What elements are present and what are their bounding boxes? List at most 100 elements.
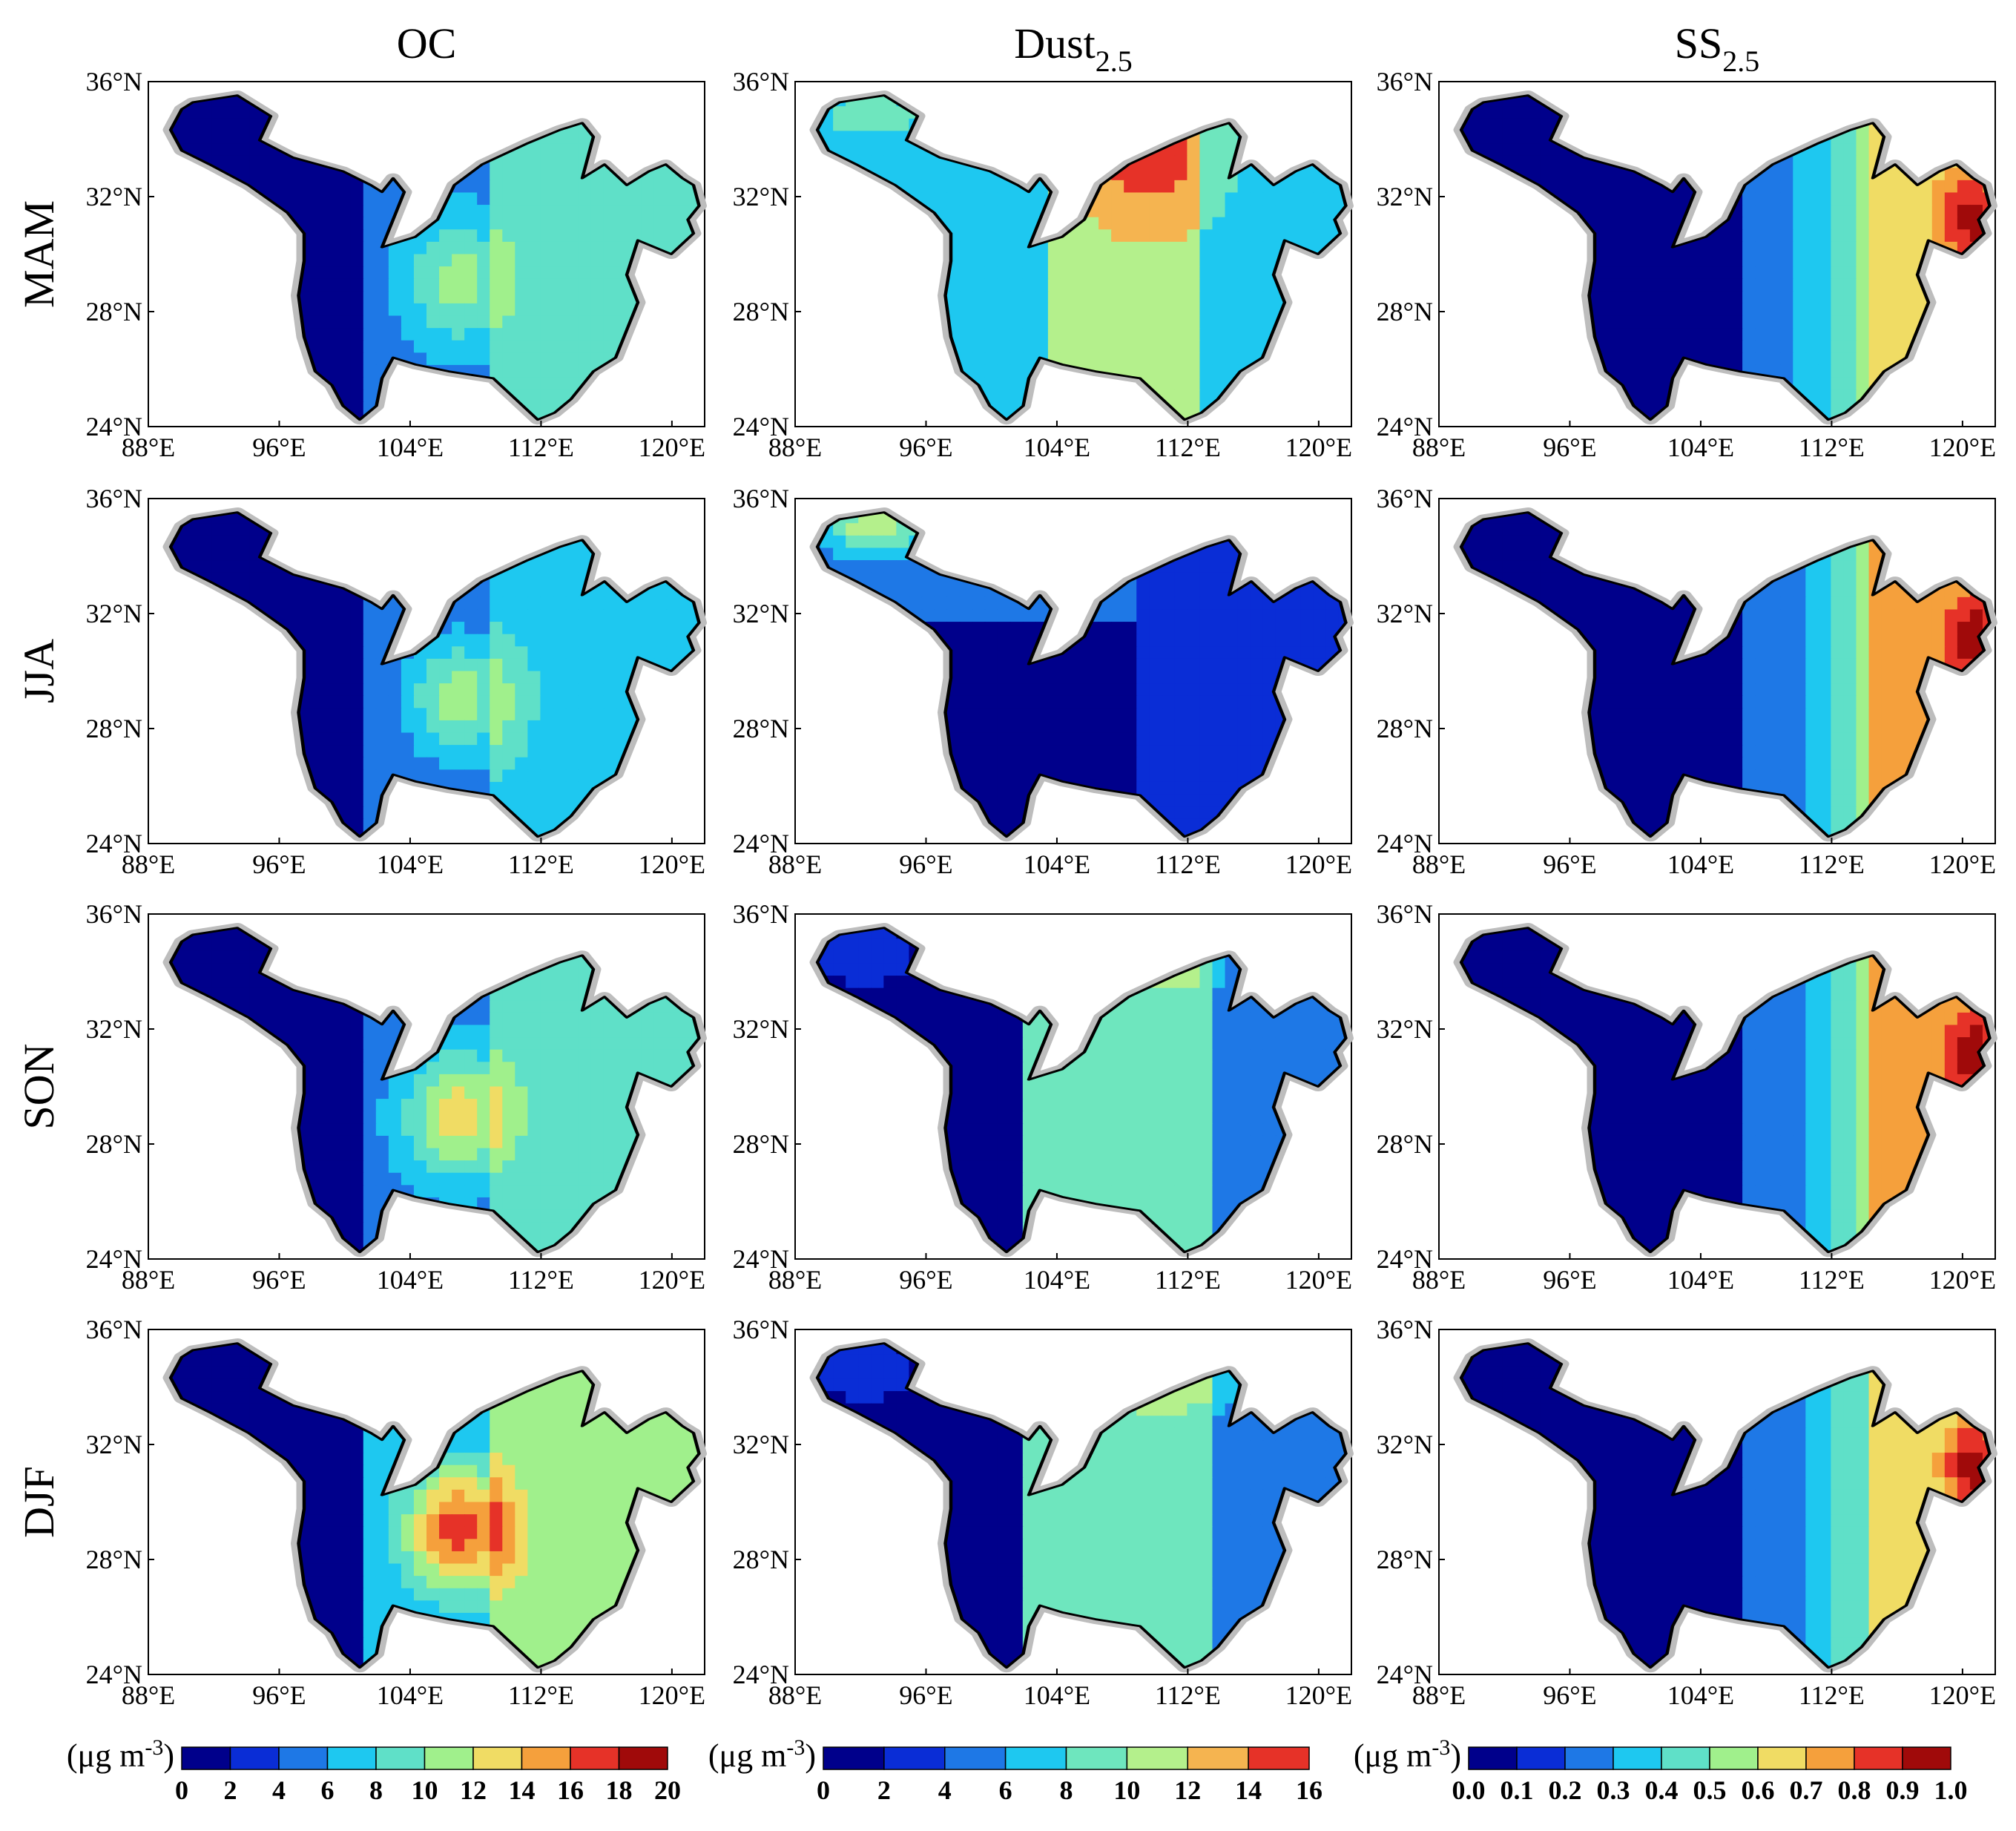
lat-tick-label: 28°N bbox=[86, 297, 142, 326]
grid-cell bbox=[477, 291, 490, 304]
grid-cell bbox=[590, 352, 605, 366]
grid-cell bbox=[426, 291, 440, 304]
grid-cell bbox=[527, 1148, 541, 1161]
grid-cell bbox=[527, 278, 541, 292]
grid-cell bbox=[237, 535, 251, 548]
grid-cell bbox=[590, 1062, 605, 1075]
grid-cell bbox=[325, 1074, 339, 1087]
grid-cell bbox=[527, 303, 541, 317]
grid-cell bbox=[413, 732, 427, 746]
grid-cell bbox=[249, 1391, 263, 1404]
grid-cell bbox=[527, 560, 541, 573]
grid-cell bbox=[616, 708, 630, 721]
grid-cell bbox=[363, 229, 377, 243]
grid-cell bbox=[186, 950, 200, 964]
grid-cell bbox=[515, 229, 529, 243]
grid-cell bbox=[439, 328, 452, 341]
grid-cell bbox=[527, 1563, 541, 1577]
grid-cell bbox=[249, 987, 263, 1001]
grid-cell bbox=[616, 1148, 630, 1161]
grid-cell bbox=[325, 1465, 339, 1478]
grid-cell bbox=[300, 622, 314, 635]
grid-cell bbox=[350, 217, 364, 230]
grid-cell bbox=[287, 1453, 301, 1466]
grid-cell bbox=[502, 1465, 516, 1478]
grid-cell bbox=[590, 683, 605, 697]
grid-cell bbox=[578, 1539, 592, 1552]
grid-cell bbox=[312, 1160, 326, 1174]
grid-cell bbox=[679, 622, 693, 635]
grid-cell bbox=[553, 364, 567, 378]
grid-cell bbox=[312, 585, 326, 598]
grid-cell bbox=[578, 1502, 592, 1515]
grid-cell bbox=[553, 303, 567, 317]
grid-cell bbox=[363, 352, 377, 366]
grid-cell bbox=[350, 596, 364, 610]
grid-cell bbox=[616, 1049, 630, 1062]
grid-cell bbox=[540, 1612, 554, 1626]
grid-cell bbox=[287, 1012, 301, 1025]
grid-cell bbox=[464, 1037, 478, 1051]
grid-cell bbox=[477, 180, 490, 193]
grid-cell bbox=[350, 1576, 364, 1589]
grid-cell bbox=[439, 769, 452, 783]
grid-cell bbox=[464, 1588, 478, 1601]
grid-cell bbox=[527, 1197, 541, 1211]
grid-cell bbox=[502, 1416, 516, 1429]
grid-cell bbox=[502, 609, 516, 622]
grid-cell bbox=[388, 328, 402, 341]
grid-cell bbox=[439, 1551, 452, 1565]
grid-cell bbox=[274, 1427, 289, 1441]
grid-cell bbox=[401, 1563, 415, 1577]
grid-cell bbox=[312, 328, 326, 341]
grid-cell bbox=[527, 1099, 541, 1112]
grid-cell bbox=[477, 192, 490, 206]
grid-cell bbox=[540, 732, 554, 746]
grid-cell bbox=[502, 180, 516, 193]
grid-cell bbox=[249, 143, 263, 157]
grid-cell bbox=[426, 1588, 440, 1601]
grid-cell bbox=[464, 229, 478, 243]
grid-cell bbox=[527, 1625, 541, 1638]
grid-cell bbox=[413, 1576, 427, 1589]
grid-cell bbox=[426, 1502, 440, 1515]
grid-cell bbox=[350, 1637, 364, 1651]
grid-cell bbox=[388, 303, 402, 317]
grid-cell bbox=[274, 609, 289, 622]
grid-cell bbox=[666, 1012, 680, 1025]
grid-cell bbox=[477, 1012, 490, 1025]
grid-cell bbox=[553, 1111, 567, 1124]
grid-cell bbox=[350, 303, 364, 317]
grid-cell bbox=[490, 622, 504, 635]
grid-cell bbox=[553, 217, 567, 230]
grid-cell bbox=[426, 1135, 440, 1149]
grid-cell bbox=[274, 1000, 289, 1013]
grid-cell bbox=[540, 976, 554, 989]
grid-cell bbox=[363, 769, 377, 783]
grid-cell bbox=[628, 1427, 642, 1441]
grid-cell bbox=[502, 1539, 516, 1552]
grid-cell bbox=[312, 1037, 326, 1051]
grid-cell bbox=[490, 1539, 504, 1552]
grid-cell bbox=[274, 168, 289, 181]
grid-cell bbox=[452, 1049, 465, 1062]
grid-cell bbox=[350, 658, 364, 671]
grid-cell bbox=[502, 1099, 516, 1112]
grid-cell bbox=[502, 745, 516, 758]
grid-cell bbox=[578, 769, 592, 783]
grid-cell bbox=[413, 1111, 427, 1124]
grid-cell bbox=[502, 278, 516, 292]
grid-cell bbox=[616, 1502, 630, 1515]
grid-cell bbox=[452, 1172, 465, 1186]
grid-cell bbox=[388, 291, 402, 304]
grid-cell bbox=[540, 1416, 554, 1429]
grid-cell bbox=[325, 1600, 339, 1614]
grid-cell bbox=[186, 1378, 200, 1392]
grid-cell bbox=[211, 560, 225, 573]
grid-cell bbox=[540, 389, 554, 403]
grid-cell bbox=[490, 1025, 504, 1038]
grid-cell bbox=[325, 1416, 339, 1429]
grid-cell bbox=[237, 950, 251, 964]
grid-cell bbox=[603, 315, 617, 329]
grid-cell bbox=[375, 1148, 389, 1161]
